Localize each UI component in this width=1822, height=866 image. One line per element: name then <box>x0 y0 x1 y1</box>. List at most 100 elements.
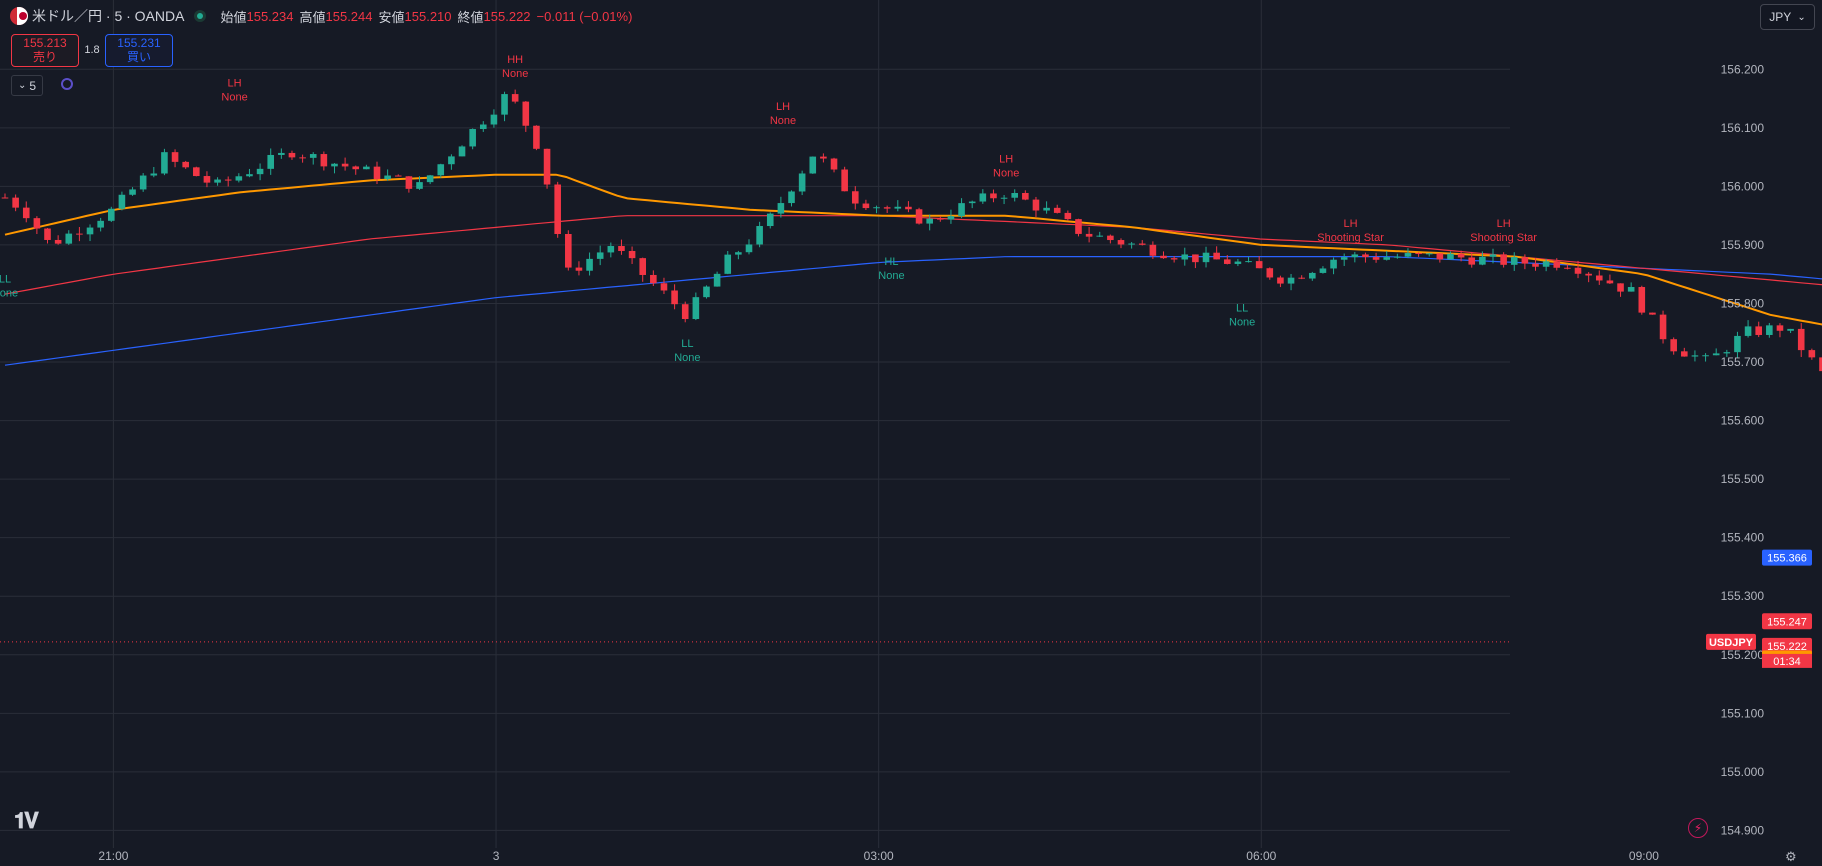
candle <box>1574 260 1582 279</box>
time-axis[interactable]: 21:00303:0006:0009:0012:0015:0018:0021:0… <box>98 849 1822 863</box>
settings-icon[interactable]: ⚙ <box>1785 849 1797 864</box>
candle <box>97 217 104 232</box>
candle <box>214 177 221 186</box>
candle <box>1053 204 1061 214</box>
candle <box>384 169 391 181</box>
candle <box>150 166 158 178</box>
candle <box>1532 258 1539 271</box>
candle <box>86 224 94 242</box>
candle <box>246 168 253 178</box>
candle-pattern: None <box>878 270 904 282</box>
candle-pattern: None <box>993 168 1019 180</box>
swing-label: HL None <box>878 256 904 282</box>
candle <box>1606 274 1614 285</box>
candle <box>1043 201 1050 214</box>
candle <box>522 101 530 132</box>
candle <box>671 284 678 310</box>
candle <box>1681 347 1688 357</box>
candle <box>1128 242 1135 249</box>
chevron-down-icon: ⌄ <box>17 80 27 91</box>
candle <box>1670 337 1677 355</box>
candle <box>937 216 944 222</box>
candle <box>565 230 572 271</box>
candle <box>1500 252 1507 268</box>
candle <box>1510 252 1518 271</box>
candle <box>766 212 774 229</box>
buy-button[interactable]: 155.231 買い <box>105 33 173 67</box>
sell-button[interactable]: 155.213 売り <box>11 33 79 67</box>
currency-select[interactable]: JPY ⌄ <box>1760 4 1815 30</box>
lightning-icon[interactable]: ⚡ <box>1688 818 1708 838</box>
candle <box>118 191 126 211</box>
candle <box>1542 258 1550 272</box>
time-tick-label: 06:00 <box>1246 849 1276 863</box>
candle <box>1298 275 1305 280</box>
candle <box>713 271 721 287</box>
open-label: 始値 <box>220 9 247 25</box>
interval-toggle[interactable]: ⌄ 5 <box>11 75 43 96</box>
usd-jpy-flag-icon <box>10 7 28 25</box>
price-tick-label: 156.000 <box>1721 179 1765 193</box>
candle <box>1425 252 1433 257</box>
candle <box>1489 248 1497 264</box>
indicator-status-icon[interactable] <box>61 78 73 90</box>
price-marker-bg <box>1762 613 1812 630</box>
close-value: 155.222 <box>483 8 531 24</box>
candle <box>628 246 636 264</box>
candle <box>681 301 689 323</box>
candle <box>511 89 519 104</box>
candle <box>1394 253 1401 259</box>
price-tick-label: 155.900 <box>1721 238 1765 252</box>
candle <box>915 207 923 225</box>
candle <box>777 196 785 218</box>
time-tick-label: 21:00 <box>98 849 128 863</box>
price-marker-bg <box>1762 549 1812 566</box>
candle <box>373 161 381 185</box>
candle <box>161 148 168 176</box>
price-marker: 155.222 <box>1767 641 1807 653</box>
candle <box>1734 331 1741 358</box>
candle <box>1702 353 1709 362</box>
price-tick-label: 155.000 <box>1721 765 1765 779</box>
price-tick-label: 154.900 <box>1721 823 1765 837</box>
candle <box>171 149 179 168</box>
ma-slow-line <box>4 256 1822 366</box>
price-tick-label: 155.500 <box>1721 472 1765 486</box>
price-marker: 155.247 <box>1767 616 1807 628</box>
candle <box>426 174 434 185</box>
candle <box>501 91 508 122</box>
swing-label: HH None <box>502 54 528 80</box>
candle <box>278 148 285 159</box>
candle <box>1011 189 1019 202</box>
candle <box>650 270 657 287</box>
candle <box>1330 257 1337 275</box>
swing-type: LH <box>228 77 242 89</box>
price-marker-bg <box>1762 637 1812 654</box>
candle <box>1160 251 1167 259</box>
price-axis[interactable]: 156.200 156.100 156.000 155.900 155.800 155.7… <box>1721 62 1765 837</box>
symbol-title[interactable]: 米ドル／円 · 5 · OANDA <box>32 8 185 24</box>
candle <box>352 165 360 175</box>
swing-annotations: LL None LH None HH None LL None LH None HL None LH No… <box>0 54 1537 364</box>
high-value: 155.244 <box>325 8 373 24</box>
candle <box>1627 282 1635 292</box>
swing-label: LH None <box>221 77 247 103</box>
price-tick-label: 156.100 <box>1721 121 1765 135</box>
candle <box>33 216 41 235</box>
candle <box>1649 312 1656 315</box>
candle <box>1340 253 1348 266</box>
candle <box>12 194 19 212</box>
candle <box>533 125 540 151</box>
moving-averages <box>4 173 1822 366</box>
candle-pattern: None <box>1229 317 1255 329</box>
candle <box>1117 238 1125 249</box>
candle <box>841 166 848 192</box>
candle <box>288 150 296 160</box>
candle <box>1819 353 1822 377</box>
candle <box>692 292 700 321</box>
candle <box>1075 218 1082 237</box>
candle <box>469 128 476 150</box>
candle <box>926 214 933 231</box>
